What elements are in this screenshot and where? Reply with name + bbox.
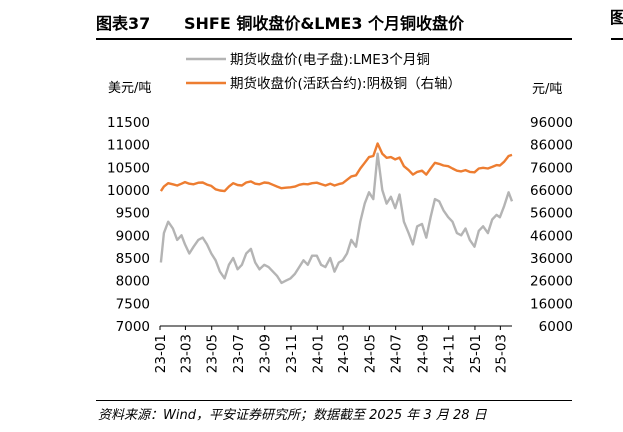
series-layer (159, 142, 514, 285)
x-tick-label: 25-01 (468, 334, 484, 373)
right-tick-label: 96000 (530, 115, 573, 131)
x-tick-label: 24-03 (336, 334, 352, 373)
footer-divider (96, 400, 572, 401)
left-tick-label: 11000 (107, 138, 150, 154)
x-tick-label: 24-09 (415, 334, 431, 373)
x-tick-label: 24-07 (389, 334, 405, 373)
x-tick-label: 24-05 (362, 334, 378, 373)
right-tick-label: 46000 (530, 228, 573, 244)
right-axis-unit: 元/吨 (532, 82, 562, 97)
right-tick-label: 86000 (530, 138, 573, 154)
right-tick-label: 76000 (530, 160, 573, 176)
chart-legend: 期货收盘价(电子盘):LME3个月铜 期货收盘价(活跃合约):阴极铜（右轴） (186, 51, 461, 92)
next-figure-divider (611, 38, 623, 40)
x-tick-label: 24-11 (442, 334, 458, 373)
right-tick-label: 66000 (530, 183, 573, 199)
x-tick-label: 23-03 (178, 334, 194, 373)
right-axis-ticks: 96000 86000 76000 66000 56000 46000 36000 26000… (530, 115, 573, 335)
right-tick-label: 16000 (530, 296, 573, 312)
x-tick-label: 23-11 (284, 334, 300, 373)
right-tick-label: 26000 (530, 274, 573, 290)
series-line-shfe (159, 142, 513, 193)
x-tick-label: 25-03 (493, 334, 509, 373)
left-tick-label: 8000 (116, 274, 150, 290)
x-tick-label: 23-07 (231, 334, 247, 373)
title-divider (96, 38, 572, 40)
left-axis-unit: 美元/吨 (108, 81, 151, 96)
left-tick-label: 7500 (116, 296, 150, 312)
left-tick-label: 7000 (116, 319, 150, 335)
left-tick-label: 8500 (116, 251, 150, 267)
source-note: 资料来源：Wind，平安证券研究所；数据截至 2025 年 3 月 28 日 (98, 408, 487, 423)
left-tick-label: 10000 (107, 183, 150, 199)
figure-title-bar: 图表37 SHFE 铜收盘价&LME3 个月铜收盘价 (96, 2, 566, 36)
right-tick-label: 56000 (530, 206, 573, 222)
x-tick-label: 24-01 (310, 334, 326, 373)
x-tick-label: 23-01 (153, 334, 169, 373)
x-axis-ticks: 23-01 23-03 23-05 23-07 23-09 23-11 24-01 24-03… (153, 326, 509, 373)
figure-number: 图表37 (96, 14, 151, 33)
right-tick-label: 6000 (539, 319, 573, 335)
left-tick-label: 9500 (116, 206, 150, 222)
left-tick-label: 11500 (107, 115, 150, 131)
left-axis-ticks: 11500 11000 10500 10000 9500 9000 8500 8000 7500… (107, 115, 150, 335)
figure-title: SHFE 铜收盘价&LME3 个月铜收盘价 (184, 14, 465, 33)
x-tick-label: 23-05 (205, 334, 221, 373)
x-tick-label: 23-09 (258, 334, 274, 373)
left-tick-label: 9000 (116, 228, 150, 244)
legend-label-lme: 期货收盘价(电子盘):LME3个月铜 (230, 51, 430, 68)
next-figure-fragment: 图 (610, 8, 623, 27)
legend-label-shfe: 期货收盘价(活跃合约):阴极铜（右轴） (230, 75, 461, 92)
series-line-lme (159, 152, 514, 285)
left-tick-label: 10500 (107, 160, 150, 176)
right-tick-label: 36000 (530, 251, 573, 267)
